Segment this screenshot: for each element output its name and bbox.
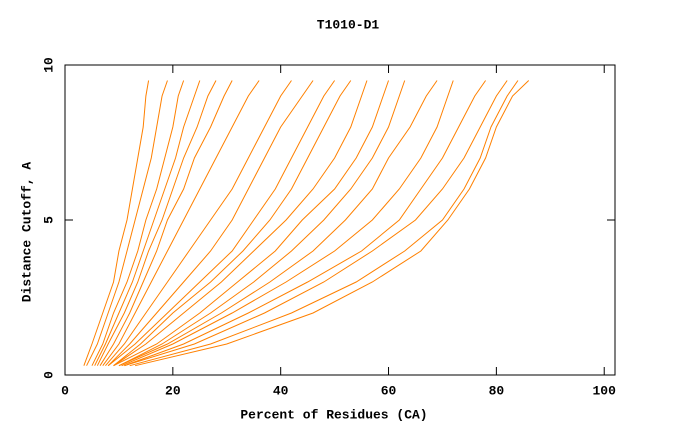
x-tick-label: 40 [273, 383, 289, 398]
y-axis-label: Distance Cutoff, A [19, 162, 34, 303]
series-line [118, 80, 438, 367]
series-line [91, 80, 185, 366]
series-line [113, 80, 390, 367]
chart-title: T1010-D1 [317, 17, 380, 32]
series-line [107, 80, 336, 367]
series-line [105, 80, 292, 367]
y-tick-label: 5 [41, 216, 56, 224]
series-line [129, 80, 519, 367]
series-line [107, 80, 314, 367]
x-tick-label: 20 [165, 383, 181, 398]
series-line [134, 80, 530, 367]
x-tick-label: 80 [489, 383, 505, 398]
series-line [118, 80, 406, 367]
series-line [99, 80, 233, 366]
series-line [102, 80, 260, 366]
x-tick-label: 100 [593, 383, 617, 398]
x-tick-label: 0 [61, 383, 69, 398]
series-line [96, 80, 217, 366]
series-line [83, 80, 150, 366]
series-line [124, 80, 487, 367]
x-axis-label: Percent of Residues (CA) [240, 407, 427, 422]
series-line [113, 80, 368, 367]
series-line [113, 80, 352, 367]
x-tick-label: 60 [381, 383, 397, 398]
series-line [121, 80, 454, 367]
series-line [124, 80, 508, 367]
series-line [94, 80, 201, 366]
y-tick-label: 0 [41, 371, 56, 379]
y-tick-label: 10 [41, 57, 56, 73]
series-line [86, 80, 168, 366]
